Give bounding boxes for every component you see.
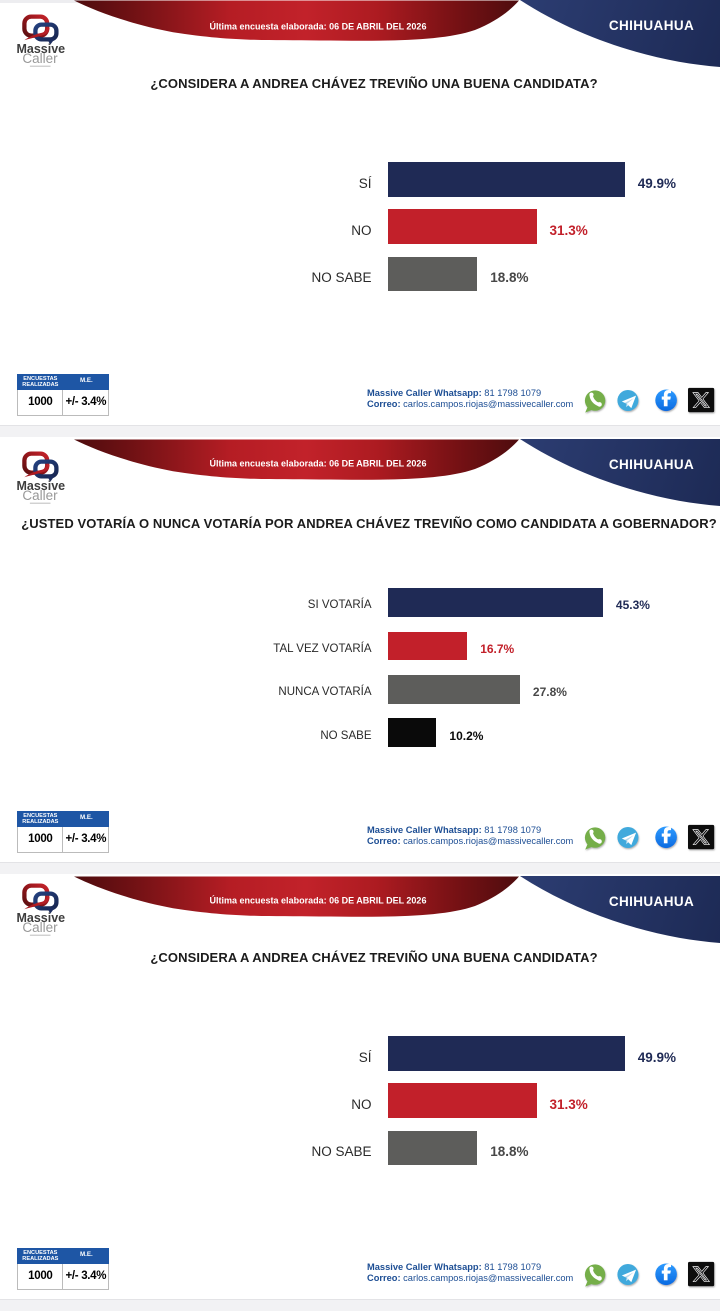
svg-text:Última encuesta elaborada: 06: Última encuesta elaborada: 06 DE ABRIL D… (210, 21, 427, 32)
svg-text:CHIHUAHUA: CHIHUAHUA (609, 894, 694, 909)
svg-text:Caller: Caller (22, 51, 58, 66)
svg-text:Caller: Caller (22, 488, 58, 503)
svg-text:CHIHUAHUA: CHIHUAHUA (609, 18, 694, 33)
svg-text:Última encuesta elaborada: 06: Última encuesta elaborada: 06 DE ABRIL D… (210, 895, 427, 906)
svg-text:Caller: Caller (22, 920, 58, 935)
svg-text:Última encuesta elaborada: 06: Última encuesta elaborada: 06 DE ABRIL D… (210, 458, 427, 469)
svg-text:Massive: Massive (16, 479, 65, 493)
svg-text:Massive: Massive (16, 42, 65, 56)
svg-text:CHIHUAHUA: CHIHUAHUA (609, 457, 694, 472)
